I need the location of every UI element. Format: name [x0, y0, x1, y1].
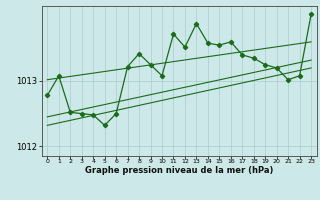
X-axis label: Graphe pression niveau de la mer (hPa): Graphe pression niveau de la mer (hPa) — [85, 166, 273, 175]
